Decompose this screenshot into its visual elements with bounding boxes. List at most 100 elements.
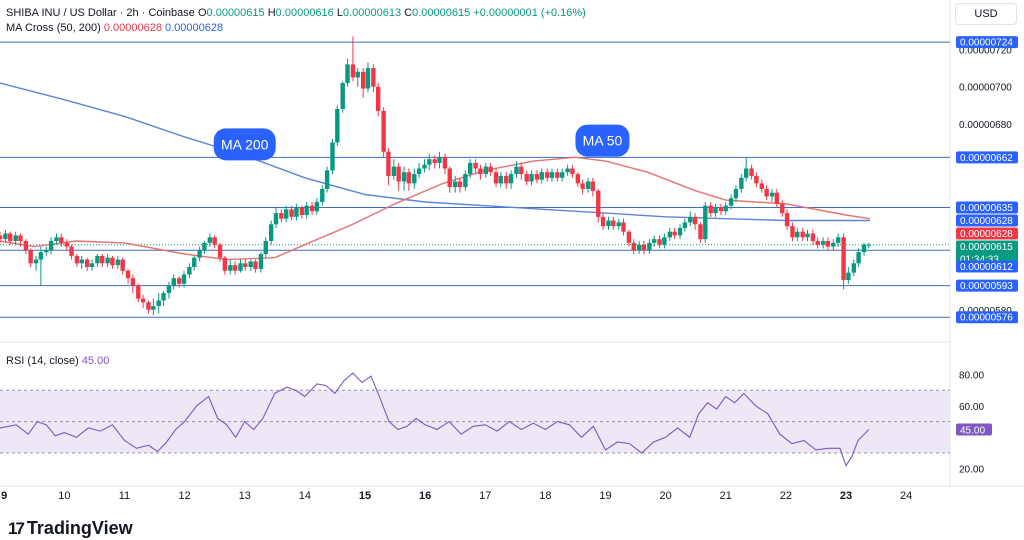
candle-body (493, 172, 499, 184)
candle-body (268, 224, 274, 241)
candle-body (504, 175, 509, 184)
rsi-tick: 80.00 (959, 371, 984, 382)
candle-body (79, 259, 84, 264)
candle-body (335, 109, 340, 143)
candle-body (44, 250, 49, 253)
candle-body (263, 240, 268, 255)
countdown-label: 01:34:33 (960, 255, 999, 266)
price-label: 0.00000724 (960, 38, 1013, 49)
candle-body (238, 263, 243, 271)
indicator-name: MA Cross (50, 200) (6, 22, 101, 34)
time-tick: 23 (840, 490, 852, 502)
candle-body (641, 244, 647, 251)
time-tick: 9 (1, 490, 7, 502)
candle-body (534, 174, 540, 180)
candle-body (360, 71, 366, 89)
candle-body (467, 162, 473, 175)
candle-body (105, 257, 110, 264)
candle-body (759, 183, 765, 189)
candle-body (739, 177, 744, 189)
candle-body (708, 205, 713, 214)
candle-body (309, 205, 315, 212)
candle-body (406, 172, 412, 184)
candle-body (780, 203, 785, 214)
candle-body (585, 181, 591, 189)
annotations: MA 200 MA 50 (213, 124, 630, 161)
candle-body (136, 285, 141, 299)
candle-body (243, 263, 248, 268)
candle-body (89, 263, 95, 268)
candle-body (565, 168, 570, 173)
candle-body (831, 242, 836, 247)
candle-body (846, 272, 851, 281)
candle-body (682, 222, 688, 228)
rsi-legend[interactable]: RSI (14, close) 45.00 (6, 355, 109, 367)
rsi-label: RSI (14, close) (6, 355, 79, 367)
candle-body (657, 239, 662, 245)
candle-body (600, 216, 606, 227)
candle-body (422, 164, 427, 169)
candle-body (28, 250, 33, 264)
candle-body (371, 68, 376, 87)
candle-body (784, 213, 790, 227)
currency-button[interactable]: USD (955, 3, 1017, 25)
candle-body (84, 259, 90, 268)
time-tick: 14 (299, 490, 311, 502)
low-value: 0.00000613 (342, 7, 402, 19)
time-axis[interactable]: 9 10 11 12 13 14 15 16 17 18 19 20 21 22 23 24 (1, 490, 912, 502)
ma-badge-label: MA 50 (583, 133, 623, 149)
candle-body (733, 188, 739, 199)
candle-body (447, 168, 452, 188)
candle-body (647, 242, 652, 251)
candle-body (3, 233, 8, 240)
time-tick: 20 (659, 490, 671, 502)
candle-body (519, 166, 524, 175)
time-tick: 17 (479, 490, 491, 502)
candle-body (8, 233, 13, 241)
price-axis[interactable]: 0.000007200.000007000.000006800.00000620… (956, 36, 1018, 324)
tradingview-logo[interactable]: 17 TradingView (8, 518, 133, 539)
rsi-tick: 20.00 (959, 465, 984, 476)
candle-body (800, 231, 805, 238)
candle-body (636, 244, 642, 251)
candle-body (488, 166, 493, 173)
time-tick: 13 (239, 490, 251, 502)
candle-body (463, 174, 468, 188)
price-label-bg (956, 36, 1018, 49)
rsi-value-label: 45.00 (960, 425, 985, 436)
rsi-pane: 80.00 60.00 20.00 45.00 (0, 371, 992, 476)
candle-body (539, 172, 544, 180)
candle-body (672, 231, 677, 236)
price-label-bg (956, 227, 1018, 240)
candle-body (524, 174, 529, 182)
candle-body (851, 263, 856, 273)
candle-body (391, 166, 397, 176)
time-tick: 15 (359, 490, 371, 502)
candle-body (427, 159, 432, 165)
candle-body (59, 237, 64, 243)
candle-body (825, 240, 831, 247)
candle-body (38, 252, 44, 260)
indicator-legend[interactable]: MA Cross (50, 200) 0.00000628 0.00000628 (6, 22, 223, 34)
candle-body (728, 198, 734, 206)
candle-body (95, 255, 100, 264)
symbol-title[interactable]: SHIBA INU / US Dollar · 2h · Coinbase (6, 7, 195, 19)
candle-body (662, 237, 667, 245)
candle-body (228, 265, 233, 271)
ma-badge (213, 128, 276, 161)
candle-body (749, 168, 754, 176)
time-tick: 12 (178, 490, 190, 502)
candle-body (703, 205, 708, 240)
candle-body (810, 233, 816, 241)
candle-body (146, 302, 151, 310)
candle-body (74, 255, 80, 264)
candle-body (212, 237, 217, 245)
candle-body (769, 192, 775, 197)
candle-body (723, 205, 728, 212)
candle-body (120, 259, 125, 271)
open-value: 0.00000615 (206, 7, 265, 19)
candle-body (115, 259, 121, 266)
price-label-bg (956, 214, 1018, 227)
price-label-bg (956, 311, 1018, 324)
